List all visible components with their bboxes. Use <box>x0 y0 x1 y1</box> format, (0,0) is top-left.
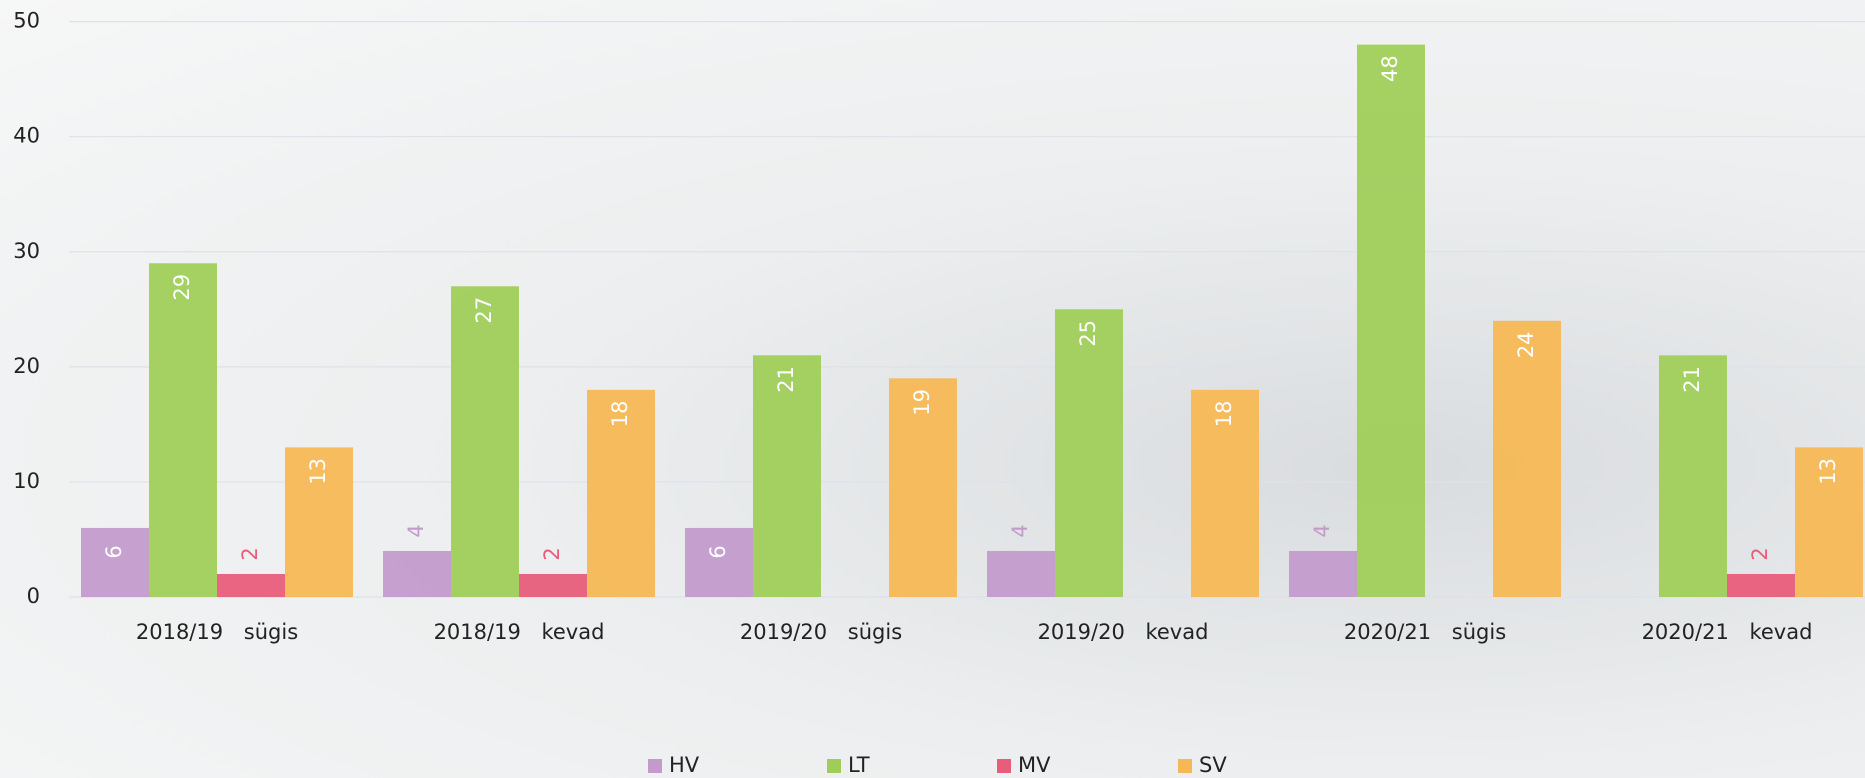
data-label: 13 <box>306 458 330 485</box>
x-tick-label: 2020/21 kevad <box>1642 620 1813 644</box>
y-tick-label: 0 <box>27 584 40 608</box>
bar <box>1191 389 1259 597</box>
y-tick-label: 10 <box>13 469 40 493</box>
bar <box>81 527 149 597</box>
data-label: 19 <box>910 389 934 416</box>
x-tick-label: 2019/20 sügis <box>740 620 902 644</box>
bar <box>149 263 217 597</box>
bar <box>451 286 519 597</box>
bar <box>1357 44 1425 597</box>
legend-swatch <box>648 759 662 773</box>
bar <box>1659 355 1727 597</box>
bar <box>217 573 285 597</box>
x-tick-label: 2018/19 kevad <box>434 620 605 644</box>
x-tick-label: 2019/20 kevad <box>1038 620 1209 644</box>
bar <box>753 355 821 597</box>
data-label: 4 <box>1008 524 1032 537</box>
y-tick-label: 20 <box>13 354 40 378</box>
x-tick-label: 2020/21 sügis <box>1344 620 1506 644</box>
bar <box>519 573 587 597</box>
data-label: 18 <box>1212 400 1236 427</box>
data-label: 2 <box>1748 547 1772 560</box>
legend-swatch <box>997 759 1011 773</box>
bar <box>987 550 1055 597</box>
data-label: 27 <box>472 297 496 324</box>
data-label: 4 <box>1310 524 1334 537</box>
legend-label: LT <box>848 753 870 777</box>
y-tick-label: 50 <box>13 9 40 33</box>
legend-label: SV <box>1199 753 1227 777</box>
bar <box>587 389 655 597</box>
bar <box>889 378 957 597</box>
bar <box>1289 550 1357 597</box>
data-label: 48 <box>1378 55 1402 82</box>
bar <box>1727 573 1795 597</box>
data-label: 13 <box>1816 458 1840 485</box>
data-label: 24 <box>1514 331 1538 358</box>
legend-swatch <box>1178 759 1192 773</box>
bar <box>1493 320 1561 597</box>
legend-swatch <box>827 759 841 773</box>
legend-label: HV <box>669 753 700 777</box>
data-label: 2 <box>540 547 564 560</box>
y-tick-label: 40 <box>13 124 40 148</box>
data-label: 29 <box>170 274 194 301</box>
bar <box>1795 447 1863 597</box>
data-label: 2 <box>238 547 262 560</box>
bar <box>383 550 451 597</box>
y-tick-label: 30 <box>13 239 40 263</box>
data-label: 21 <box>1680 366 1704 393</box>
bar <box>285 447 353 597</box>
legend-label: MV <box>1018 753 1051 777</box>
data-label: 6 <box>102 545 126 558</box>
data-label: 18 <box>608 400 632 427</box>
data-label: 6 <box>706 545 730 558</box>
data-label: 4 <box>404 524 428 537</box>
bar <box>1055 309 1123 597</box>
x-tick-label: 2018/19 sügis <box>136 620 298 644</box>
bar <box>685 527 753 597</box>
data-label: 25 <box>1076 320 1100 347</box>
data-label: 21 <box>774 366 798 393</box>
